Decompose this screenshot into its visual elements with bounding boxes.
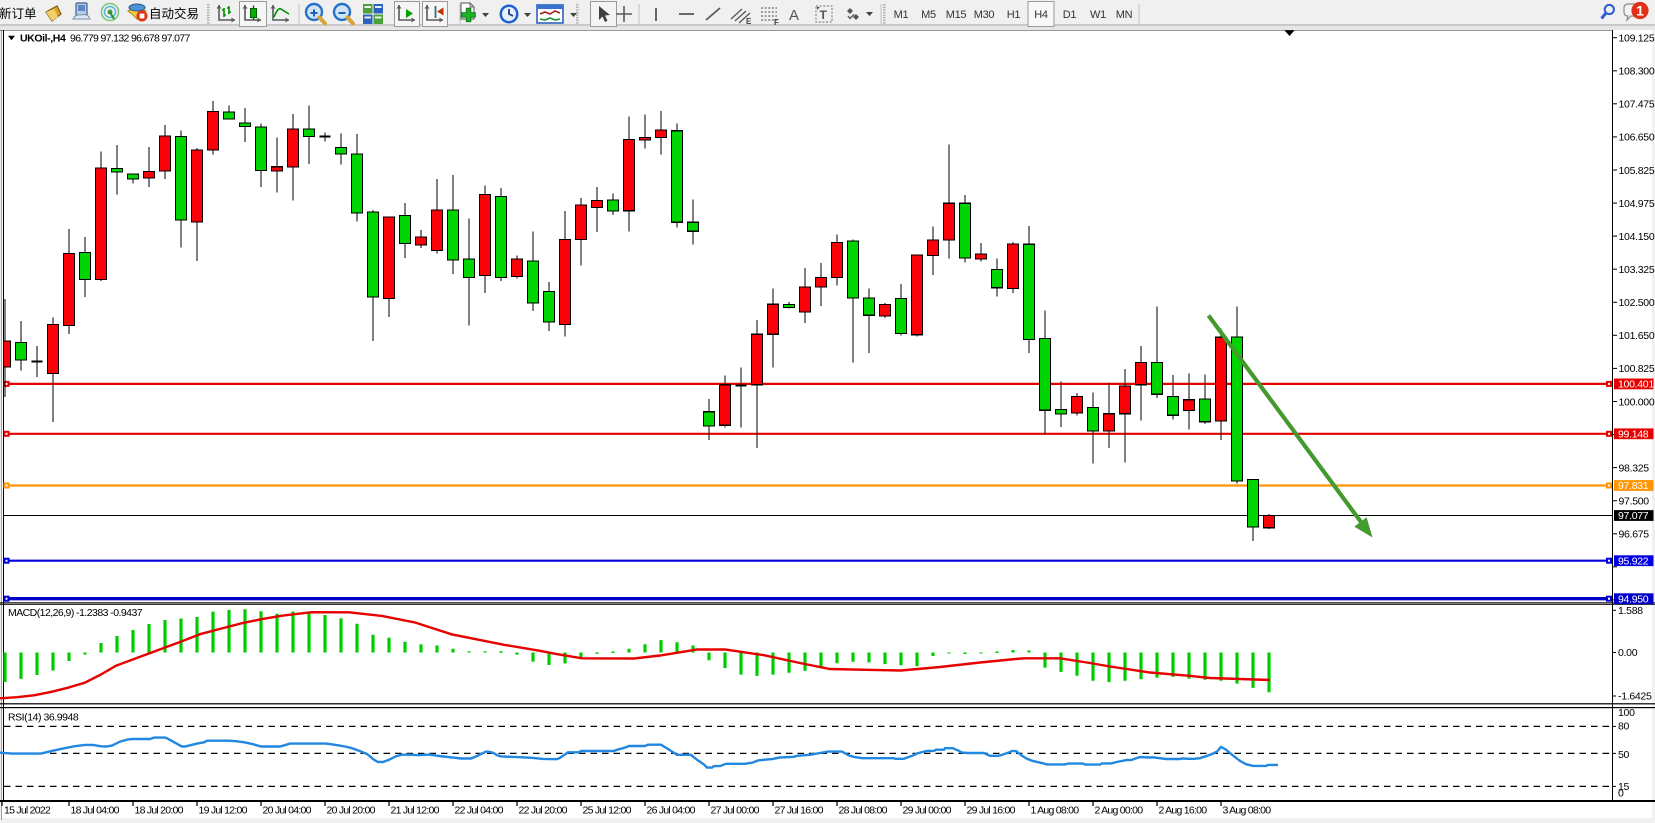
svg-text:2 Aug 00:00: 2 Aug 00:00 [1095,805,1144,817]
svg-text:M15: M15 [946,9,967,21]
svg-text:22 Jul 04:00: 22 Jul 04:00 [455,805,504,817]
svg-text:101.650: 101.650 [1619,330,1655,342]
svg-text:20 Jul 20:00: 20 Jul 20:00 [327,805,376,817]
svg-text:-1.6425: -1.6425 [1618,691,1652,703]
svg-text:M30: M30 [974,9,995,21]
svg-text:1.588: 1.588 [1618,605,1643,617]
svg-text:104.150: 104.150 [1619,231,1655,243]
svg-text:0.00: 0.00 [1618,647,1638,659]
svg-text:100: 100 [1618,707,1635,719]
svg-text:F: F [774,18,779,27]
svg-text:103.325: 103.325 [1619,264,1655,276]
svg-text:21 Jul 12:00: 21 Jul 12:00 [391,805,440,817]
svg-text:26 Jul 04:00: 26 Jul 04:00 [647,805,696,817]
svg-text:15 Jul 2022: 15 Jul 2022 [4,805,51,817]
svg-text:3 Aug 08:00: 3 Aug 08:00 [1223,805,1272,817]
svg-text:97.500: 97.500 [1619,496,1650,508]
svg-text:28 Jul 08:00: 28 Jul 08:00 [839,805,888,817]
svg-text:1: 1 [1636,3,1644,19]
svg-text:96.675: 96.675 [1619,529,1650,541]
svg-text:80: 80 [1618,721,1630,733]
svg-text:100.000: 100.000 [1619,396,1655,408]
svg-text:109.125: 109.125 [1619,33,1655,45]
svg-text:UKOil-,H4: UKOil-,H4 [20,32,66,44]
svg-text:29 Jul 00:00: 29 Jul 00:00 [903,805,952,817]
svg-text:D1: D1 [1063,9,1077,21]
svg-text:22 Jul 20:00: 22 Jul 20:00 [519,805,568,817]
svg-text:H4: H4 [1034,9,1048,21]
svg-text:RSI(14) 36.9948: RSI(14) 36.9948 [8,712,79,724]
svg-text:95.922: 95.922 [1618,555,1649,567]
svg-text:M1: M1 [894,9,909,21]
svg-text:97.831: 97.831 [1618,480,1649,492]
svg-text:104.975: 104.975 [1619,198,1655,210]
svg-text:29 Jul 16:00: 29 Jul 16:00 [967,805,1016,817]
svg-text:96.779 97.132 96.678 97.077: 96.779 97.132 96.678 97.077 [70,32,190,44]
svg-text:18 Jul 04:00: 18 Jul 04:00 [71,805,120,817]
svg-text:0: 0 [1618,787,1624,799]
svg-text:A: A [789,7,799,24]
svg-text:2 Aug 16:00: 2 Aug 16:00 [1159,805,1208,817]
svg-text:自动交易: 自动交易 [149,6,199,21]
svg-text:27 Jul 16:00: 27 Jul 16:00 [775,805,824,817]
svg-text:102.500: 102.500 [1619,297,1655,309]
svg-text:15: 15 [1618,781,1630,793]
svg-text:1 Aug 08:00: 1 Aug 08:00 [1031,805,1080,817]
svg-text:20 Jul 04:00: 20 Jul 04:00 [263,805,312,817]
svg-text:50: 50 [1618,749,1630,761]
svg-text:19 Jul 12:00: 19 Jul 12:00 [199,805,248,817]
svg-text:100.401: 100.401 [1618,379,1654,391]
svg-text:H1: H1 [1007,9,1021,21]
svg-text:27 Jul 00:00: 27 Jul 00:00 [711,805,760,817]
svg-text:107.475: 107.475 [1619,99,1655,111]
svg-text:98.325: 98.325 [1619,462,1650,474]
svg-text:97.077: 97.077 [1618,510,1649,522]
svg-text:105.825: 105.825 [1619,165,1655,177]
svg-text:M5: M5 [921,9,936,21]
svg-text:E: E [746,17,752,26]
svg-text:MACD(12,26,9) -1.2383 -0.9437: MACD(12,26,9) -1.2383 -0.9437 [8,607,143,619]
svg-text:18 Jul 20:00: 18 Jul 20:00 [135,805,184,817]
svg-text:108.300: 108.300 [1619,66,1655,78]
svg-text:新订单: 新订单 [0,6,37,21]
svg-text:99.148: 99.148 [1618,429,1649,441]
svg-text:106.650: 106.650 [1619,132,1655,144]
svg-text:25 Jul 12:00: 25 Jul 12:00 [583,805,632,817]
svg-text:T: T [820,8,828,22]
svg-text:100.825: 100.825 [1619,363,1655,375]
svg-text:MN: MN [1116,9,1133,21]
svg-text:W1: W1 [1090,9,1106,21]
svg-text:94.950: 94.950 [1618,593,1649,605]
